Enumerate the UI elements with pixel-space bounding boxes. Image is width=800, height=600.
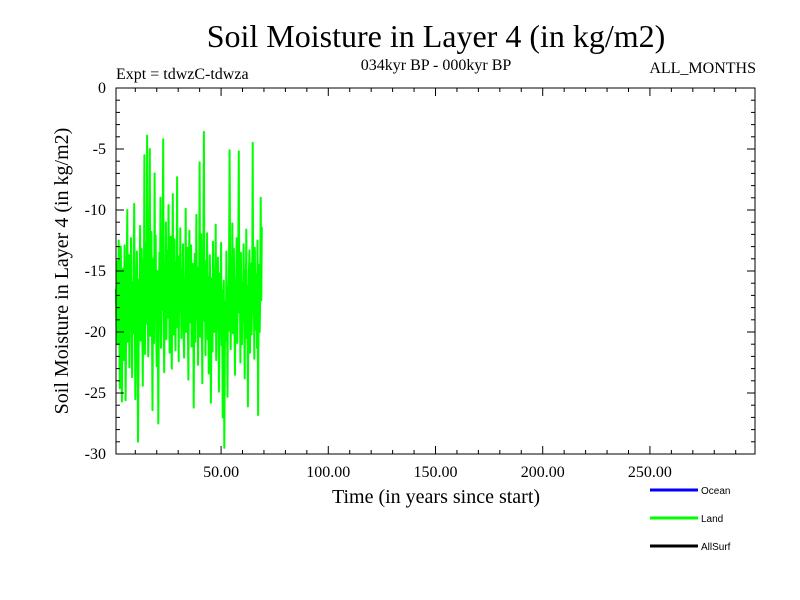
x-axis-label: Time (in years since start) <box>332 486 540 508</box>
legend-label-allsurf: AllSurf <box>701 542 731 553</box>
x-tick-label: 50.00 <box>203 464 239 481</box>
y-axis-label: Soil Moisture in Layer 4 (in kg/m2) <box>51 128 73 415</box>
x-tick-label: 100.00 <box>306 464 350 481</box>
x-tick-label: 250.00 <box>628 464 672 481</box>
chart-subtitle: 034kyr BP - 000kyr BP <box>361 57 512 74</box>
y-tick-label: -25 <box>85 385 106 402</box>
legend-label-ocean: Ocean <box>701 486 730 497</box>
y-tick-label: -5 <box>93 141 106 158</box>
y-tick-label: 0 <box>98 80 106 97</box>
plot-area <box>115 130 263 449</box>
y-tick-label: -30 <box>85 446 106 463</box>
x-tick-label: 200.00 <box>521 464 565 481</box>
axes: 50.00 100.00 150.00 200.00 250.00 0 -5 -10 -15 -2… <box>85 80 755 481</box>
legend-label-land: Land <box>701 514 723 525</box>
y-tick-label: -20 <box>85 324 106 341</box>
period-label: ALL_MONTHS <box>649 60 756 77</box>
y-tick-label: -15 <box>85 263 106 280</box>
x-tick-label: 150.00 <box>414 464 458 481</box>
legend: Ocean Land AllSurf <box>650 486 731 553</box>
chart-title: Soil Moisture in Layer 4 (in kg/m2) <box>207 18 666 54</box>
y-tick-label: -10 <box>85 202 106 219</box>
expt-label: Expt = tdwzC-tdwza <box>116 66 249 83</box>
series-line-land <box>115 130 263 449</box>
